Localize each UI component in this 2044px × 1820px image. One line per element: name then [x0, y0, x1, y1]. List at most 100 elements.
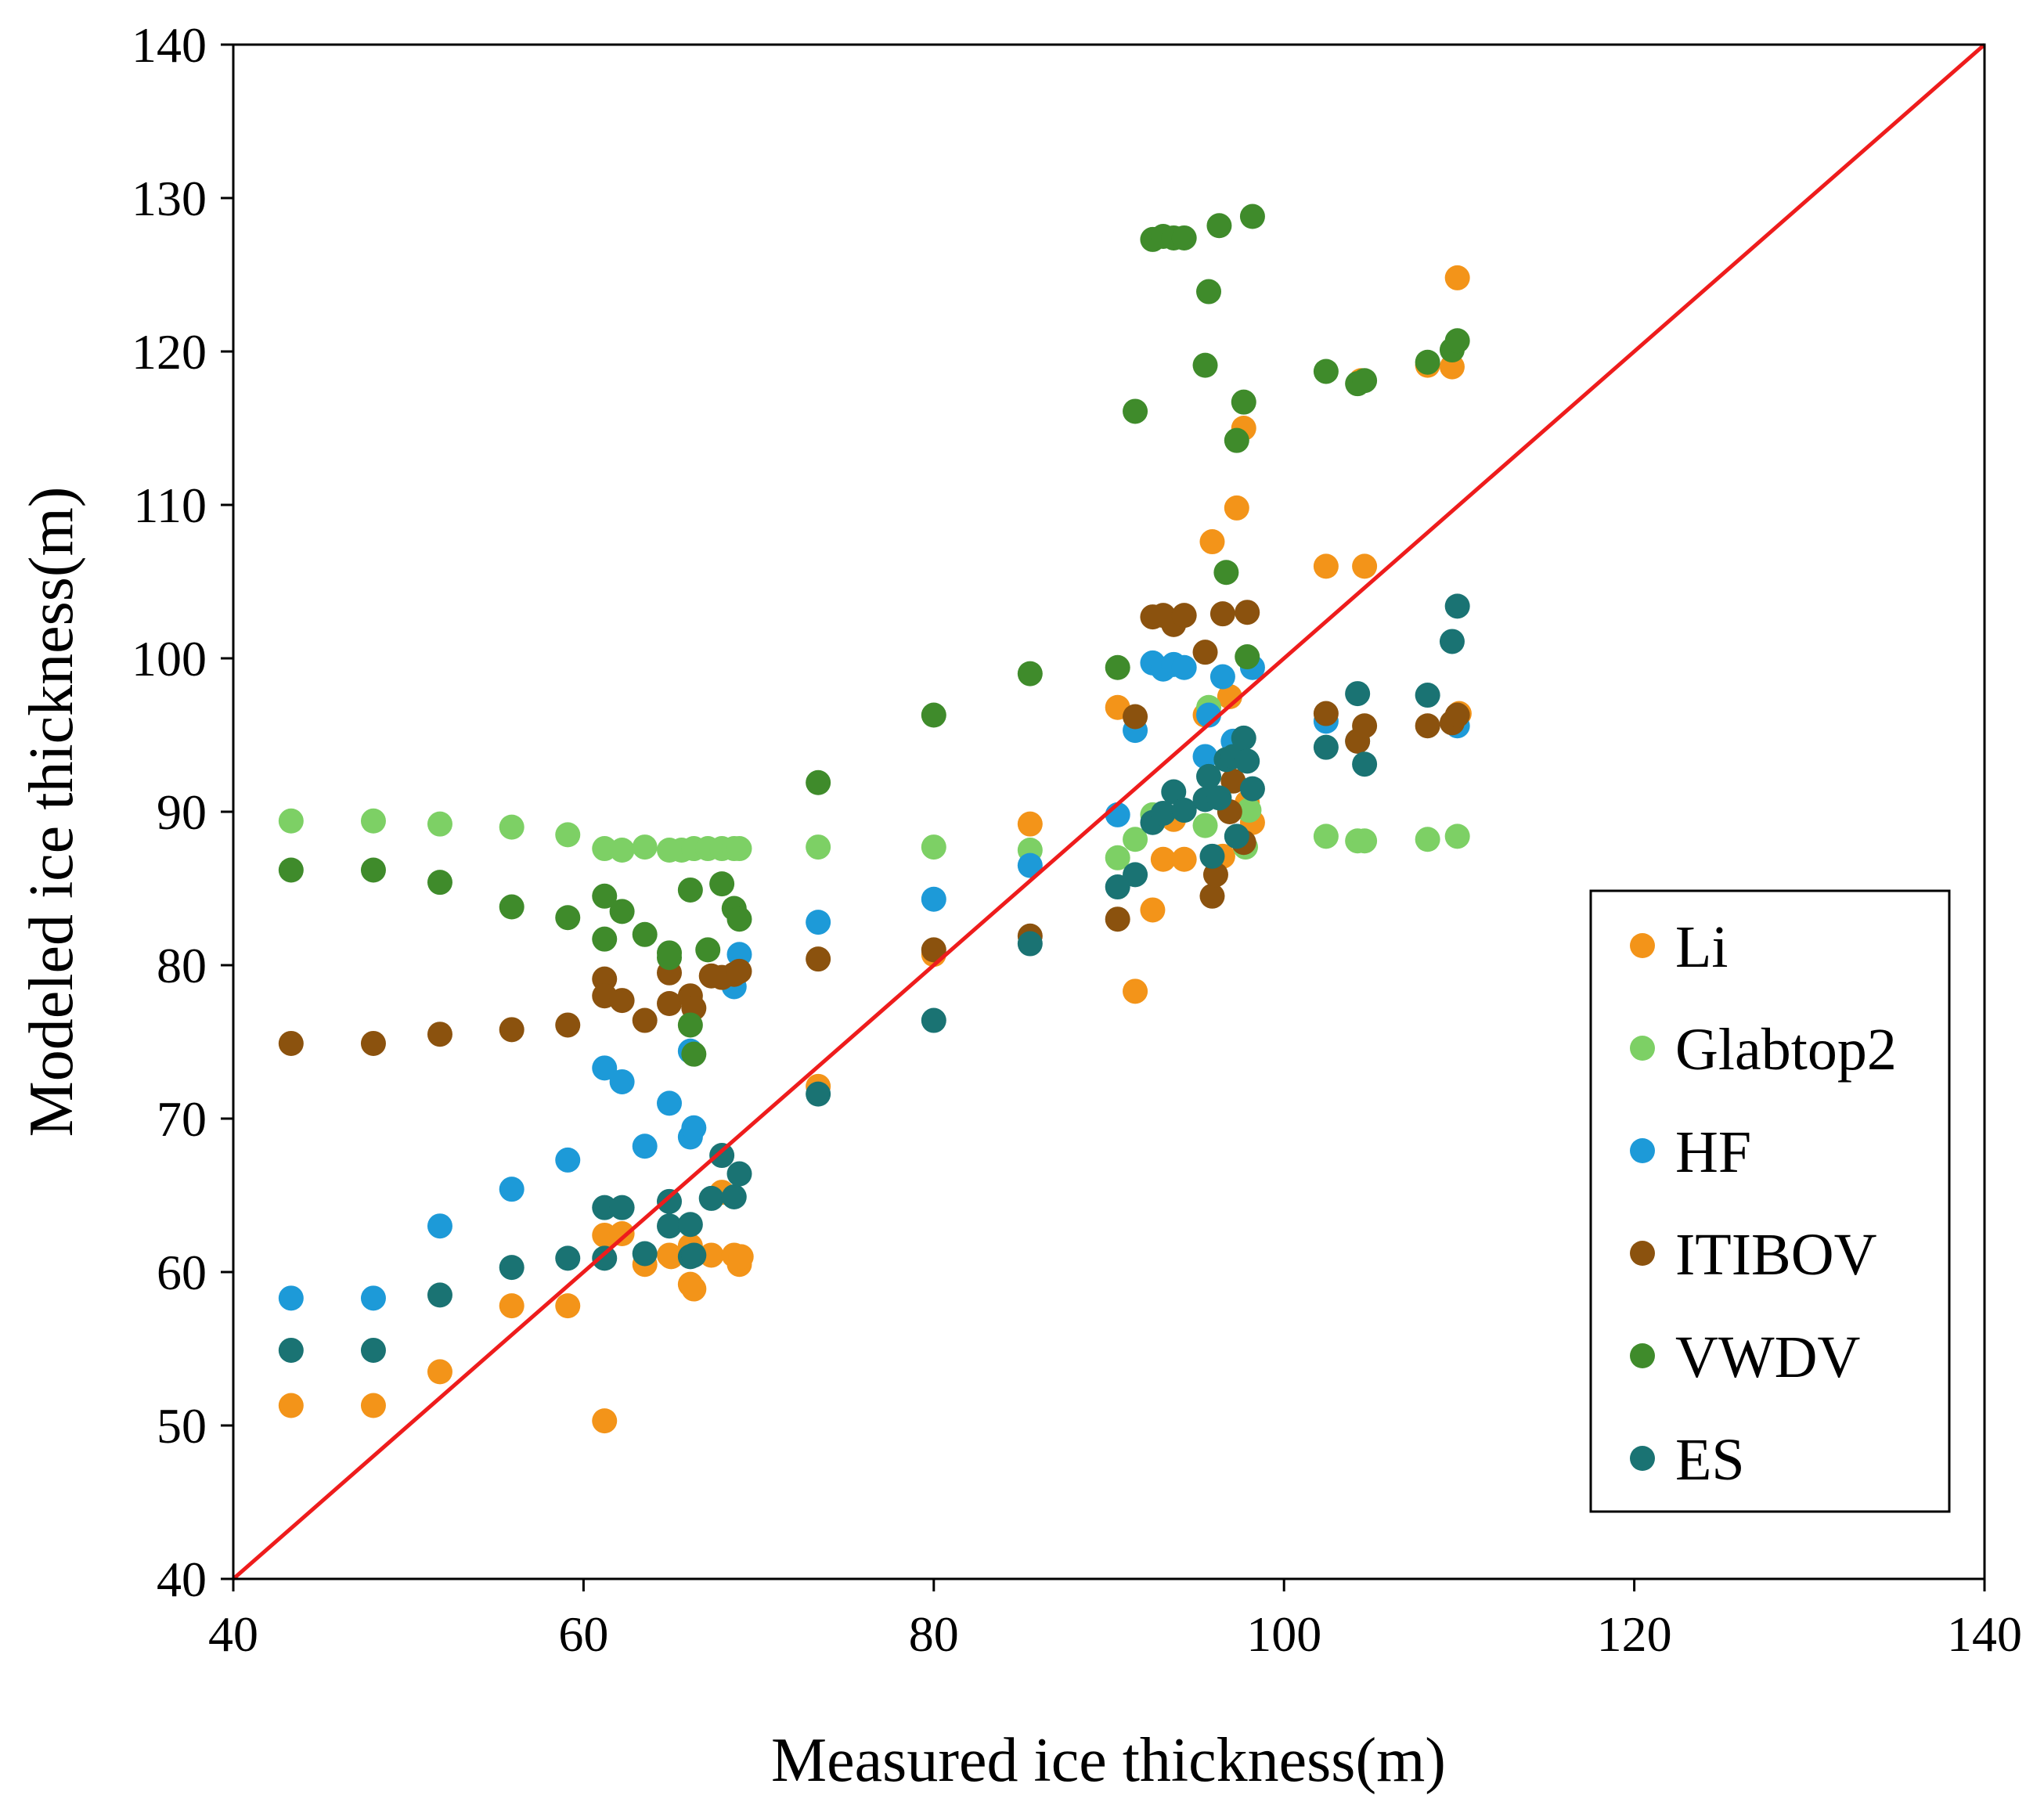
point-itibov	[632, 1007, 658, 1033]
point-es	[1439, 629, 1465, 654]
point-li	[681, 1276, 707, 1302]
point-li	[1313, 553, 1339, 579]
point-glabtop2	[1352, 828, 1378, 854]
point-vwdv	[1239, 204, 1265, 229]
point-li	[728, 1244, 754, 1270]
point-vwdv	[592, 926, 618, 952]
legend-label-li: Li	[1675, 914, 1729, 980]
point-vwdv	[1105, 654, 1130, 680]
point-vwdv	[1235, 644, 1260, 670]
point-li	[698, 1242, 724, 1268]
legend-label-itibov: ITIBOV	[1675, 1222, 1877, 1288]
point-hf	[427, 1213, 452, 1239]
point-vwdv	[1352, 368, 1378, 394]
point-hf	[278, 1285, 304, 1311]
legend-label-es: ES	[1675, 1427, 1745, 1493]
point-itibov	[1192, 640, 1218, 665]
point-es	[806, 1081, 831, 1107]
point-es	[657, 1188, 683, 1214]
point-vwdv	[677, 877, 703, 903]
x-tick-label: 60	[558, 1606, 608, 1662]
point-li	[427, 1359, 452, 1385]
axis-ticks: 40 60 80 100 120 140 40 50 60 70 80 90 100 110 120 130 1…	[132, 17, 2022, 1662]
point-li	[1123, 978, 1148, 1004]
x-tick-label: 40	[208, 1606, 258, 1662]
point-li	[658, 1244, 684, 1270]
point-vwdv	[681, 1041, 707, 1067]
point-vwdv	[657, 945, 683, 971]
y-tick-label: 70	[157, 1091, 207, 1147]
point-li	[499, 1293, 525, 1319]
point-es	[1239, 776, 1265, 802]
point-glabtop2	[1313, 824, 1339, 849]
point-es	[427, 1282, 452, 1308]
one-to-one-line	[232, 43, 1986, 1580]
point-li	[1140, 897, 1166, 923]
point-itibov	[657, 991, 683, 1016]
point-vwdv	[1171, 225, 1197, 250]
point-li	[1444, 265, 1470, 290]
point-glabtop2	[806, 834, 831, 860]
y-tick-label: 90	[157, 784, 207, 840]
point-es	[632, 1241, 658, 1267]
point-vwdv	[1444, 328, 1470, 354]
point-glabtop2	[427, 811, 452, 837]
point-es	[609, 1195, 635, 1220]
point-itibov	[1444, 702, 1470, 728]
point-vwdv	[921, 702, 946, 728]
point-li	[1224, 495, 1249, 521]
legend-items: Li Glabtop2 HF ITIBOV VWDV ES	[1630, 914, 1897, 1493]
point-glabtop2	[921, 834, 946, 860]
point-itibov	[1235, 600, 1260, 625]
y-tick-label: 50	[157, 1398, 207, 1454]
point-es	[1199, 843, 1225, 869]
point-li	[1199, 529, 1225, 555]
point-li	[278, 1393, 304, 1418]
point-vwdv	[1123, 398, 1148, 424]
point-glabtop2	[555, 822, 581, 848]
point-hf	[1192, 744, 1218, 769]
point-hf	[592, 1055, 618, 1081]
legend: Li Glabtop2 HF ITIBOV VWDV ES	[1589, 889, 1951, 1513]
point-glabtop2	[360, 808, 386, 834]
point-itibov	[427, 1022, 452, 1047]
legend-label-glabtop2: Glabtop2	[1675, 1017, 1897, 1083]
point-es	[1345, 681, 1371, 707]
legend-marker-es	[1630, 1446, 1655, 1471]
point-li	[609, 1221, 635, 1246]
point-es	[698, 1185, 724, 1211]
y-tick-label: 40	[157, 1552, 207, 1607]
point-itibov	[921, 937, 946, 963]
point-es	[1313, 734, 1339, 760]
point-es	[709, 1143, 735, 1169]
point-itibov	[1171, 603, 1197, 629]
point-glabtop2	[278, 808, 304, 834]
point-hf	[1171, 654, 1197, 680]
point-vwdv	[592, 883, 618, 909]
y-tick-label: 60	[157, 1245, 207, 1300]
y-tick-label: 140	[132, 17, 207, 73]
point-glabtop2	[1444, 824, 1470, 849]
point-glabtop2	[499, 814, 525, 840]
point-es	[1123, 862, 1148, 888]
point-es	[681, 1242, 707, 1268]
point-li	[1352, 553, 1378, 579]
legend-marker-hf	[1630, 1138, 1655, 1163]
point-itibov	[1123, 704, 1148, 730]
point-hf	[632, 1133, 658, 1159]
point-es	[555, 1245, 581, 1271]
point-es	[499, 1255, 525, 1281]
point-itibov	[1415, 713, 1440, 739]
y-tick-label: 80	[157, 938, 207, 993]
point-hf	[921, 886, 946, 912]
point-es	[1161, 779, 1187, 805]
point-li	[592, 1408, 618, 1434]
point-glabtop2	[726, 836, 752, 862]
point-vwdv	[695, 937, 721, 963]
point-li	[1150, 846, 1176, 872]
point-es	[592, 1195, 618, 1220]
point-hf	[806, 910, 831, 935]
point-vwdv	[1206, 213, 1232, 239]
point-itibov	[726, 958, 752, 984]
